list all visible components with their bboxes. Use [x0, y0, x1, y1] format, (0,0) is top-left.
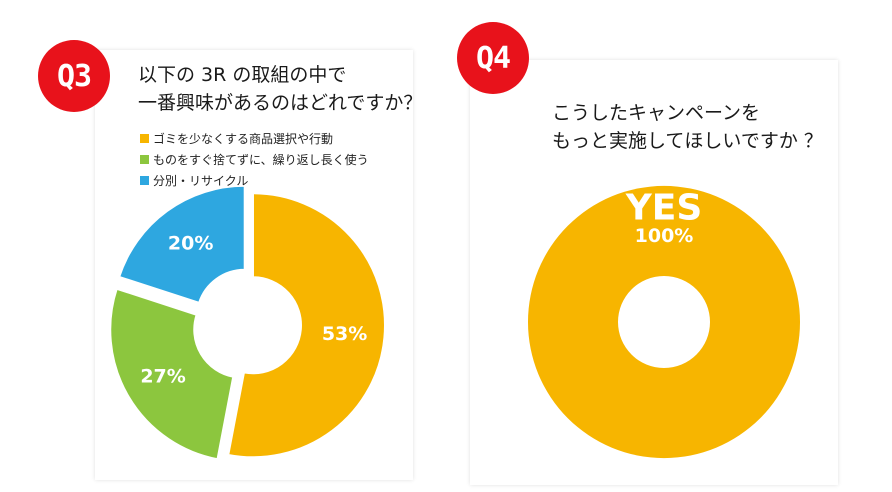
- legend-item: ものをすぐ捨てずに、繰り返し長く使う: [140, 149, 369, 170]
- slice-label: 27%: [140, 365, 185, 387]
- legend-label: 分別・リサイクル: [153, 174, 249, 188]
- slice-label: 53%: [322, 323, 367, 345]
- legend-swatch-blue: [140, 176, 149, 185]
- slice-category-label: YES: [625, 188, 703, 229]
- donut-slice: [527, 185, 800, 459]
- legend-swatch-green: [140, 155, 149, 164]
- q4-badge: Q4: [457, 22, 529, 94]
- q3-question-line-1: 以下の 3R の取組の中で: [138, 64, 347, 86]
- legend-item: ゴミを少なくする商品選択や行動: [140, 128, 369, 149]
- legend-swatch-orange: [140, 134, 149, 143]
- donut-slice: [109, 287, 235, 461]
- q3-legend: ゴミを少なくする商品選択や行動 ものをすぐ捨てずに、繰り返し長く使う 分別・リサ…: [140, 128, 369, 191]
- q3-slice-labels: 53% 27% 20%: [140, 232, 367, 387]
- q3-badge: Q3: [38, 40, 110, 112]
- legend-label: ものをすぐ捨てずに、繰り返し長く使う: [153, 153, 369, 167]
- slice-label: 20%: [168, 232, 213, 254]
- slice-label: 100%: [635, 225, 694, 247]
- donut-slice: [227, 192, 386, 459]
- q4-question-line-1: こうしたキャンペーンを: [552, 102, 761, 124]
- legend-item: 分別・リサイクル: [140, 170, 369, 191]
- donut-slice: [117, 184, 246, 305]
- legend-label: ゴミを少なくする商品選択や行動: [153, 132, 334, 146]
- q4-donut-chart: [527, 185, 800, 459]
- q4-question-line-2: もっと実施してほしいですか ？: [552, 130, 823, 152]
- q3-donut-chart: [109, 184, 386, 461]
- q3-question-line-2: 一番興味があるのはどれですか？: [138, 92, 423, 114]
